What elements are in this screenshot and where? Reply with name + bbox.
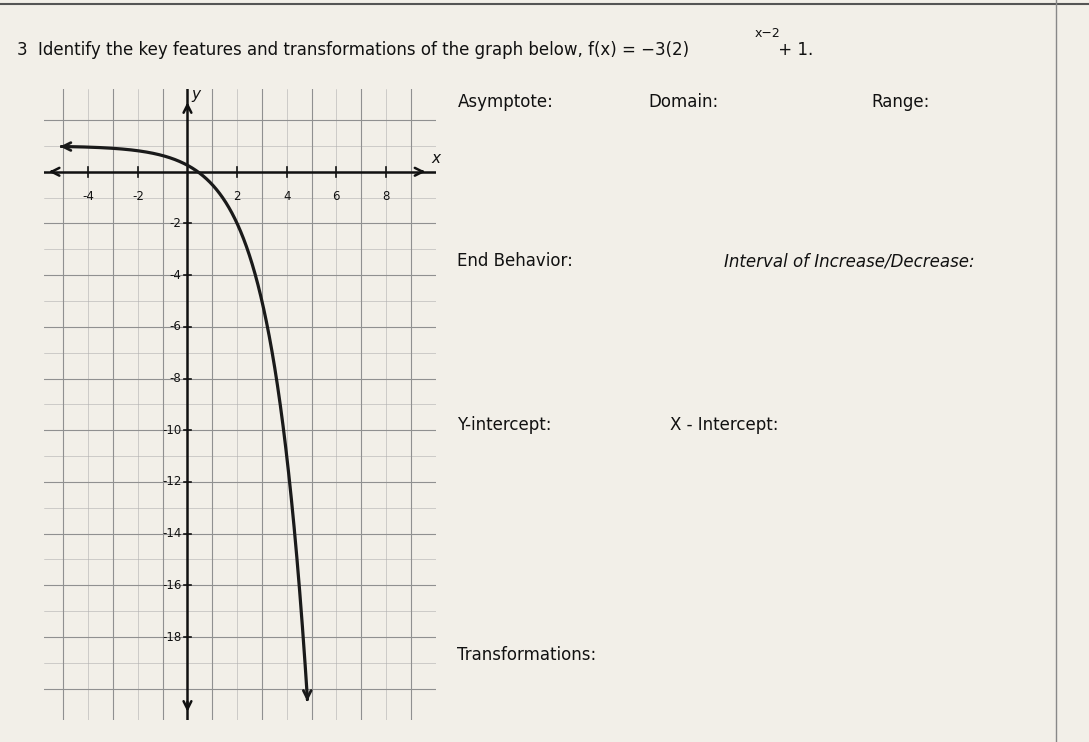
Text: Transformations:: Transformations: <box>457 646 597 663</box>
Text: -2: -2 <box>170 217 181 230</box>
Text: Asymptote:: Asymptote: <box>457 93 553 111</box>
Text: x: x <box>431 151 440 166</box>
Text: 2: 2 <box>233 190 241 203</box>
Text: -4: -4 <box>170 269 181 282</box>
Text: Y-intercept:: Y-intercept: <box>457 416 552 433</box>
Text: End Behavior:: End Behavior: <box>457 252 573 270</box>
Text: -4: -4 <box>83 190 94 203</box>
Text: 8: 8 <box>382 190 390 203</box>
Text: -16: -16 <box>162 579 181 592</box>
Text: X - Intercept:: X - Intercept: <box>670 416 779 433</box>
Text: -14: -14 <box>162 527 181 540</box>
Text: -18: -18 <box>162 631 181 643</box>
Text: -8: -8 <box>170 372 181 385</box>
Text: Identify the key features and transformations of the graph below, f(x) = −3(2): Identify the key features and transforma… <box>38 41 689 59</box>
Text: 4: 4 <box>283 190 291 203</box>
Text: y: y <box>192 87 200 102</box>
Text: Range:: Range: <box>871 93 930 111</box>
Text: -12: -12 <box>162 476 181 488</box>
Text: + 1.: + 1. <box>773 41 813 59</box>
Text: x−2: x−2 <box>755 27 781 41</box>
Text: Domain:: Domain: <box>648 93 719 111</box>
Text: -2: -2 <box>132 190 144 203</box>
Text: Interval of Increase/Decrease:: Interval of Increase/Decrease: <box>724 252 975 270</box>
Text: 6: 6 <box>332 190 340 203</box>
Text: -10: -10 <box>162 424 181 437</box>
Text: 3: 3 <box>16 41 27 59</box>
Text: -6: -6 <box>170 321 181 333</box>
